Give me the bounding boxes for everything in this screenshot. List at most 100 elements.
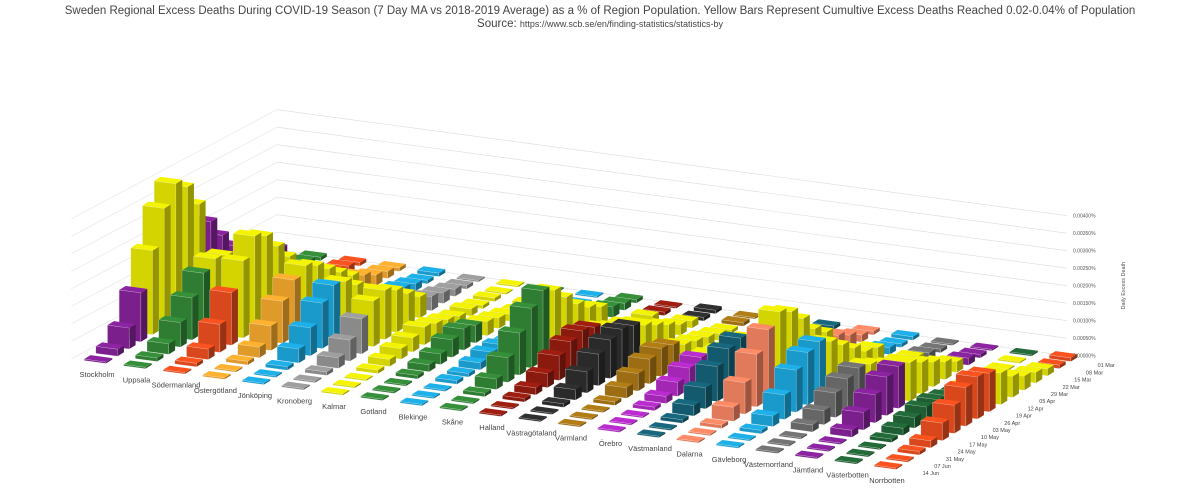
bar-top bbox=[426, 313, 455, 320]
bar-side bbox=[921, 358, 929, 395]
bar-side bbox=[743, 318, 750, 327]
bar-top bbox=[253, 369, 282, 377]
bar-side bbox=[575, 385, 582, 401]
bar-top bbox=[430, 332, 459, 340]
bar-side bbox=[626, 383, 633, 399]
bar-side bbox=[591, 414, 598, 420]
bar-top bbox=[158, 315, 187, 323]
grid-line bbox=[276, 179, 1068, 286]
bar-side bbox=[596, 292, 604, 298]
bar-top bbox=[209, 285, 238, 293]
bar-top bbox=[135, 351, 164, 359]
bar bbox=[95, 342, 124, 357]
bar bbox=[198, 317, 227, 353]
region-label: Örebro bbox=[599, 439, 622, 448]
bar-side bbox=[287, 362, 294, 371]
bar-front bbox=[146, 340, 169, 355]
bar-top bbox=[790, 418, 819, 425]
bar-top bbox=[946, 351, 975, 359]
bar-top bbox=[716, 439, 745, 447]
bar-top bbox=[560, 324, 589, 332]
bar bbox=[778, 430, 808, 440]
bar-top bbox=[298, 250, 327, 258]
bar bbox=[265, 359, 294, 371]
bar-side bbox=[956, 357, 964, 373]
bar-side bbox=[664, 308, 671, 316]
bar-front bbox=[356, 367, 378, 374]
bar-side bbox=[412, 334, 420, 353]
bar-front bbox=[237, 344, 260, 358]
bar bbox=[225, 354, 255, 366]
bar-side bbox=[901, 339, 908, 348]
bar-top bbox=[597, 424, 626, 431]
bar bbox=[997, 355, 1027, 364]
bar-front bbox=[930, 341, 953, 346]
bar bbox=[869, 432, 898, 443]
bar-side bbox=[382, 395, 389, 401]
bar-top bbox=[541, 396, 571, 404]
bar-side bbox=[835, 389, 843, 418]
title-text: Sweden Regional Excess Deaths During COV… bbox=[64, 5, 1136, 17]
bar bbox=[407, 357, 436, 372]
bar-side bbox=[455, 285, 462, 297]
bar-top bbox=[202, 371, 231, 378]
bar-side bbox=[152, 246, 159, 335]
bar bbox=[930, 337, 959, 346]
bar bbox=[530, 406, 559, 415]
bar-front bbox=[277, 345, 299, 364]
bar-front bbox=[609, 420, 632, 426]
z-tick-label: 0.00200% bbox=[1073, 284, 1096, 290]
region-label: Stockholm bbox=[79, 370, 114, 379]
bar bbox=[688, 427, 717, 436]
bar-front bbox=[225, 358, 248, 366]
bar-side bbox=[879, 444, 887, 450]
bar bbox=[654, 300, 683, 309]
bar-top bbox=[423, 383, 452, 391]
bar bbox=[242, 376, 271, 385]
bar-side bbox=[487, 317, 494, 336]
bar-front bbox=[123, 364, 146, 369]
bar-side bbox=[661, 344, 668, 377]
source-url[interactable]: https://www.scb.se/en/finding-statistics… bbox=[519, 19, 723, 29]
date-label: 12 Apr bbox=[1028, 406, 1044, 412]
bar-top bbox=[628, 352, 657, 360]
bar-front bbox=[439, 406, 462, 412]
bar-top bbox=[778, 430, 808, 438]
bar-front bbox=[558, 422, 580, 428]
bar bbox=[1049, 351, 1078, 362]
bar bbox=[593, 395, 622, 406]
bar-top bbox=[442, 322, 471, 330]
bar bbox=[721, 315, 750, 327]
bar-top bbox=[514, 380, 543, 388]
bar-top bbox=[683, 380, 712, 388]
bar bbox=[293, 374, 322, 383]
bar bbox=[321, 386, 350, 396]
region-label: Kronoberg bbox=[277, 397, 312, 406]
bar-front bbox=[214, 367, 237, 373]
bar-side bbox=[478, 276, 485, 282]
bar-top bbox=[312, 278, 341, 286]
bar-side bbox=[243, 257, 250, 339]
bar-side bbox=[496, 375, 503, 390]
bar-top bbox=[304, 365, 334, 373]
bar-side bbox=[322, 299, 329, 349]
bar-side bbox=[424, 323, 431, 345]
bar-front bbox=[881, 425, 904, 436]
bar-side bbox=[247, 357, 255, 365]
bar-front bbox=[304, 368, 327, 376]
bar-side bbox=[440, 350, 448, 365]
bar-top bbox=[530, 406, 559, 414]
bar bbox=[186, 342, 215, 360]
bar-top bbox=[654, 300, 683, 308]
bar-top bbox=[806, 443, 835, 451]
bar-top bbox=[670, 314, 699, 322]
bar-top bbox=[281, 381, 310, 389]
bar-top bbox=[107, 321, 136, 329]
bar-top bbox=[986, 362, 1015, 370]
date-label: 14 Jun bbox=[923, 471, 940, 477]
bar-top bbox=[344, 372, 373, 380]
bar bbox=[885, 453, 914, 463]
grid-line bbox=[276, 214, 1068, 321]
bar-front bbox=[446, 370, 469, 378]
